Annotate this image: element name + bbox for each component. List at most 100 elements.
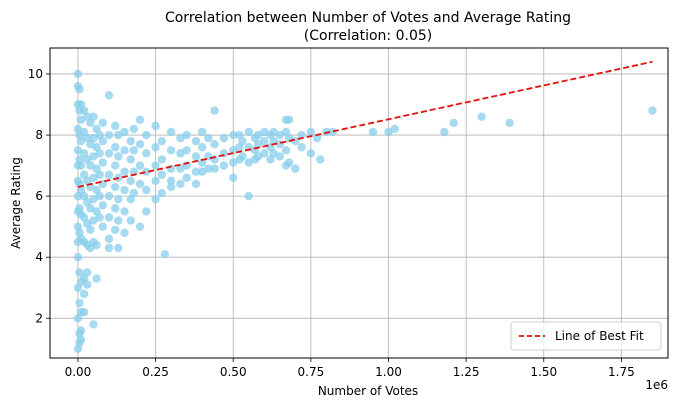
scatter-point xyxy=(197,158,207,167)
scatter-point xyxy=(135,115,145,124)
scatter-point xyxy=(135,140,145,149)
scatter-point xyxy=(104,91,114,100)
scatter-point xyxy=(129,124,139,134)
scatter-point xyxy=(142,207,151,216)
scatter-point xyxy=(151,194,160,204)
scatter-point xyxy=(135,179,145,189)
scatter-point xyxy=(83,280,92,289)
scatter-point xyxy=(284,115,294,124)
scatter-point xyxy=(89,173,98,183)
scatter-point xyxy=(306,127,316,137)
scatter-point xyxy=(104,213,114,222)
scatter-point xyxy=(95,213,104,222)
scatter-point xyxy=(120,127,129,137)
x-tick-label: 1.50 xyxy=(530,365,557,379)
scatter-point xyxy=(73,69,83,79)
scatter-point xyxy=(126,136,135,146)
best-fit-line-layer xyxy=(77,60,653,188)
scatter-point xyxy=(229,158,238,167)
scatter-point xyxy=(160,249,170,259)
scatter-point xyxy=(120,207,129,216)
scatter-point xyxy=(76,136,86,146)
scatter-point xyxy=(291,164,300,173)
scatter-point xyxy=(157,170,166,179)
scatter-point xyxy=(151,176,160,186)
scatter-point xyxy=(182,173,191,183)
scatter-point xyxy=(86,204,95,213)
scatter-point xyxy=(120,185,129,195)
y-axis-ticks: 2 4 6 8 10 xyxy=(28,67,50,325)
scatter-point xyxy=(269,127,278,137)
scatter-point xyxy=(126,155,135,164)
scatter-point xyxy=(89,112,98,121)
x-tick-label: 0.75 xyxy=(298,365,325,379)
scatter-point xyxy=(269,149,278,158)
scatter-point xyxy=(157,136,166,146)
scatter-point xyxy=(253,152,263,161)
scatter-point xyxy=(75,338,84,347)
scatter-point xyxy=(111,143,120,152)
scatter-point xyxy=(120,228,129,237)
scatter-point xyxy=(166,127,176,137)
scatter-point xyxy=(260,149,269,158)
scatter-point xyxy=(104,149,114,158)
scatter-point xyxy=(92,274,101,283)
scatter-point xyxy=(166,176,176,186)
scatter-point xyxy=(477,112,486,121)
scatter-point xyxy=(98,201,107,210)
scatter-point xyxy=(76,326,86,335)
scatter-point xyxy=(76,115,86,124)
scatter-point xyxy=(197,143,207,152)
scatter-point xyxy=(142,185,151,195)
y-tick-label: 2 xyxy=(35,311,43,325)
scatter-point xyxy=(111,161,120,170)
scatter-point xyxy=(440,127,449,137)
scatter-point xyxy=(176,133,185,143)
scatter-point xyxy=(126,176,135,186)
scatter-point xyxy=(86,161,95,170)
scatter-point xyxy=(253,140,263,149)
chart-subtitle: (Correlation: 0.05) xyxy=(304,28,432,44)
scatter-point xyxy=(297,130,306,140)
y-tick-label: 8 xyxy=(35,128,43,142)
scatter-point xyxy=(98,136,107,146)
scatter-point xyxy=(191,136,201,146)
scatter-point xyxy=(182,130,191,140)
scatter-point xyxy=(157,188,166,198)
scatter-point xyxy=(306,149,316,158)
scatter-point xyxy=(505,118,514,128)
scatter-point xyxy=(76,161,86,170)
scatter-point xyxy=(328,127,337,137)
scatter-point xyxy=(114,243,123,253)
scatter-point xyxy=(253,130,263,140)
best-fit-line xyxy=(77,60,653,188)
scatter-point xyxy=(142,167,151,176)
scatter-points xyxy=(73,69,657,354)
x-tick-label: 1.75 xyxy=(608,365,635,379)
scatter-point xyxy=(142,130,151,140)
scatter-point xyxy=(114,216,123,225)
scatter-point xyxy=(176,179,185,189)
scatter-point xyxy=(135,161,145,170)
scatter-point xyxy=(191,152,201,161)
scatter-point xyxy=(210,106,219,115)
scatter-point xyxy=(126,216,135,225)
scatter-point xyxy=(151,161,160,170)
scatter-point xyxy=(315,155,325,164)
scatter-point xyxy=(73,146,83,155)
scatter-point xyxy=(104,234,114,244)
scatter-point xyxy=(120,167,129,176)
x-tick-label: 0.00 xyxy=(65,365,92,379)
scatter-point xyxy=(229,130,238,140)
scatter-point xyxy=(89,133,98,143)
scatter-point xyxy=(197,127,207,137)
scatter-point xyxy=(98,158,107,167)
scatter-point xyxy=(204,164,213,173)
y-axis-label: Average Rating xyxy=(9,157,23,249)
scatter-point xyxy=(166,164,176,173)
scatter-point xyxy=(135,222,145,231)
y-tick-label: 6 xyxy=(35,189,43,203)
scatter-point xyxy=(182,146,191,155)
scatter-point xyxy=(297,143,306,152)
